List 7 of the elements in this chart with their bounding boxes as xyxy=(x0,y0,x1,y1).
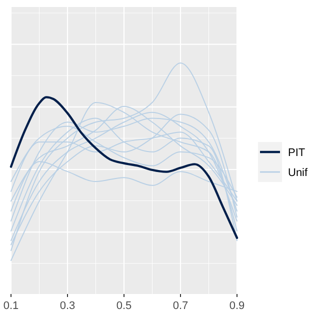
x-tick-label: 0.1 xyxy=(3,300,19,312)
legend-label: PIT xyxy=(288,147,306,159)
x-tick-label: 0.7 xyxy=(172,300,188,312)
x-tick-label: 0.9 xyxy=(229,300,245,312)
x-tick-label: 0.3 xyxy=(60,300,76,312)
legend-label: Unif xyxy=(288,167,309,179)
x-tick-label: 0.5 xyxy=(116,300,132,312)
